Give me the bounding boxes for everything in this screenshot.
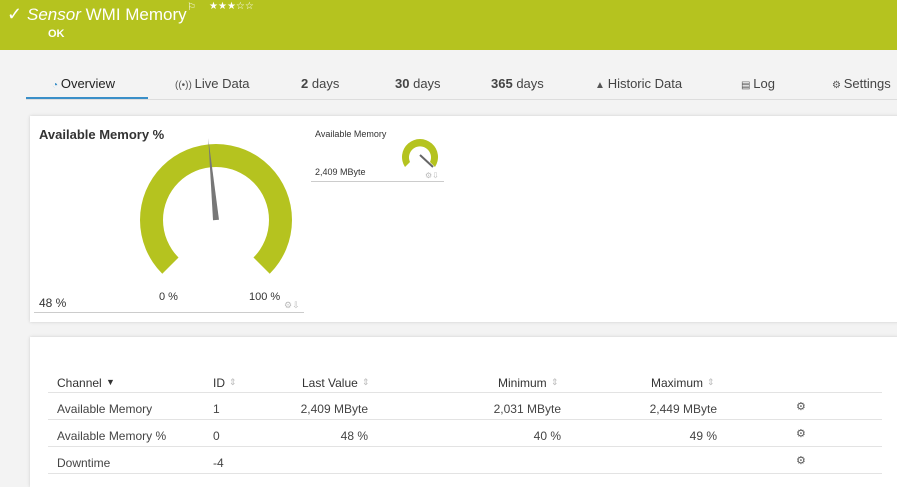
tab[interactable]: 30 days <box>395 76 441 91</box>
gauge-needle <box>208 138 219 221</box>
star[interactable]: ☆ <box>235 1 245 12</box>
star[interactable]: ★ <box>226 1 236 12</box>
rating[interactable]: ★★★☆☆ <box>209 1 254 12</box>
tab-divider <box>26 99 897 100</box>
column-header[interactable]: Minimum <box>498 376 547 390</box>
mini-gauge-needle <box>419 154 434 168</box>
sort-icon[interactable]: ▼ <box>106 377 115 387</box>
gauge-tools[interactable]: ⚙⇩ <box>284 300 300 310</box>
channel-settings-icon[interactable]: ⚙ <box>796 401 806 413</box>
cell: 48 % <box>340 429 368 443</box>
tab[interactable]: ⚙ Settings <box>832 76 891 91</box>
gauge-arc <box>140 144 292 274</box>
star[interactable]: ★ <box>209 1 218 12</box>
sensor-title: Sensor WMI Memory <box>27 5 187 25</box>
channel-settings-icon[interactable]: ⚙ <box>796 455 806 467</box>
column-header[interactable]: Last Value <box>302 376 358 390</box>
row-divider <box>48 446 882 447</box>
cell: 0 <box>213 429 220 443</box>
channel-settings-icon[interactable]: ⚙ <box>796 428 806 440</box>
gauge-max: 100 % <box>249 291 281 303</box>
gauge <box>140 138 292 274</box>
sensor-prefix: Sensor <box>27 5 81 24</box>
gauge-baseline <box>34 312 304 313</box>
sort-icon[interactable]: ⇕ <box>707 377 715 387</box>
gauge-panel <box>30 116 897 322</box>
gauge-title: Available Memory % <box>39 127 165 142</box>
table-panel <box>30 337 897 487</box>
cell: Available Memory % <box>57 429 167 443</box>
tab[interactable]: ◔ Overview <box>52 76 116 91</box>
cell: Available Memory <box>57 402 153 416</box>
sensor-name: WMI Memory <box>85 5 187 24</box>
column-header[interactable]: Maximum <box>651 376 704 390</box>
mini-gauge-tools[interactable]: ⚙⇩ <box>425 171 439 180</box>
row-divider <box>48 392 882 393</box>
tab[interactable]: ((•)) Live Data <box>175 76 250 91</box>
row-divider <box>48 473 882 474</box>
gauge-min: 0 % <box>159 291 178 303</box>
cell: -4 <box>213 456 224 470</box>
cell: 2,449 MByte <box>649 402 717 416</box>
column-header[interactable]: Channel <box>57 376 102 390</box>
cell: Downtime <box>57 456 111 470</box>
star[interactable]: ★ <box>217 1 227 12</box>
status: OK <box>48 28 65 40</box>
flag-icon[interactable]: ⚐ <box>187 2 196 13</box>
row-divider <box>48 419 882 420</box>
header-bar: ✓ Sensor WMI Memory ⚐ ★★★☆☆ OK <box>0 0 897 50</box>
active-tab-underline <box>26 97 148 99</box>
mini-gauge-value: 2,409 MByte <box>315 167 366 177</box>
mini-gauge-baseline <box>311 181 444 182</box>
cell: 40 % <box>533 429 561 443</box>
star[interactable]: ☆ <box>244 1 254 12</box>
cell: 2,409 MByte <box>300 402 368 416</box>
sort-icon[interactable]: ⇕ <box>229 377 237 387</box>
mini-gauge <box>402 139 438 168</box>
cell: 2,031 MByte <box>493 402 561 416</box>
tab[interactable]: ▲ Historic Data <box>595 76 683 91</box>
sort-icon[interactable]: ⇕ <box>551 377 559 387</box>
tab[interactable]: 2 days <box>301 76 340 91</box>
cell: 1 <box>213 402 220 416</box>
mini-gauge-arc <box>402 139 438 167</box>
mini-gauge-title: Available Memory <box>315 129 387 139</box>
check-icon: ✓ <box>7 4 23 24</box>
gauge-value: 48 % <box>39 296 67 310</box>
tab[interactable]: 365 days <box>491 76 544 91</box>
sort-icon[interactable]: ⇕ <box>362 377 370 387</box>
tab[interactable]: ▤ Log <box>741 76 775 91</box>
column-header[interactable]: ID <box>213 376 225 390</box>
cell: 49 % <box>689 429 717 443</box>
